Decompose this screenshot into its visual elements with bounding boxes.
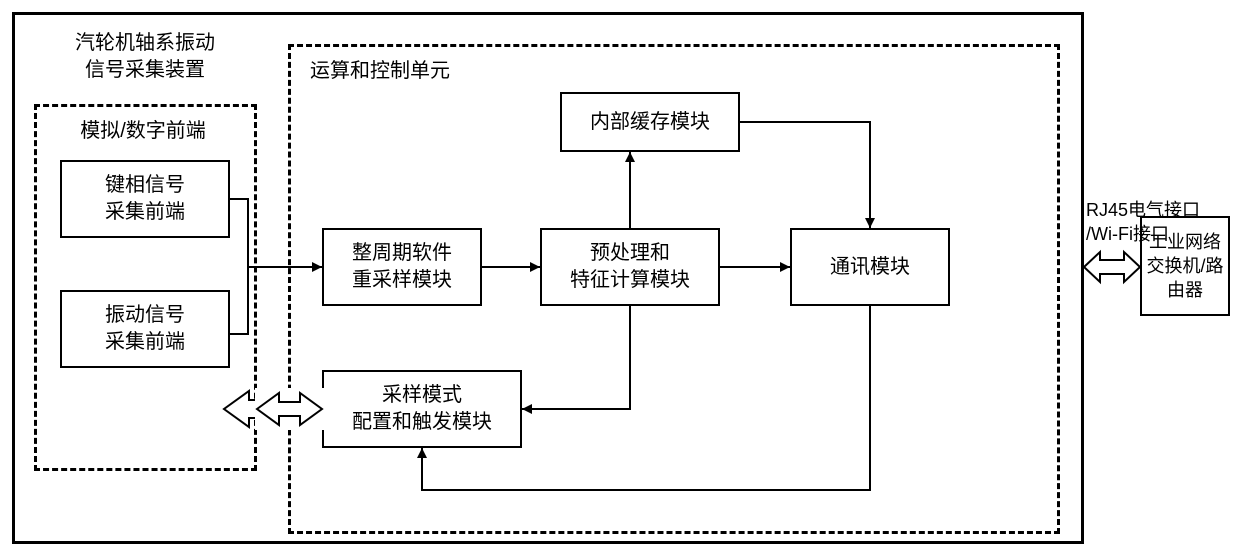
keyphase-l1: 键相信号 bbox=[105, 174, 185, 196]
sampling-l1: 采样模式 bbox=[382, 384, 462, 406]
router-l3: 由器 bbox=[1167, 280, 1203, 300]
rj45-l2: /Wi-Fi接口 bbox=[1086, 224, 1169, 244]
rj45-l1: RJ45电气接口 bbox=[1086, 200, 1200, 220]
sampling-config-node: 采样模式 配置和触发模块 bbox=[322, 370, 522, 448]
comm-label: 通讯模块 bbox=[830, 254, 910, 281]
preprocess-l2: 特征计算模块 bbox=[570, 269, 690, 291]
cache-label: 内部缓存模块 bbox=[590, 109, 710, 136]
resampling-l2: 重采样模块 bbox=[352, 269, 452, 291]
diagram-canvas: 汽轮机轴系振动 信号采集装置 模拟/数字前端 运算和控制单元 键相信号 采集前端… bbox=[0, 0, 1240, 559]
device-title-line1: 汽轮机轴系振动 bbox=[75, 32, 215, 54]
rj45-wifi-label: RJ45电气接口 /Wi-Fi接口 bbox=[1086, 198, 1236, 247]
cache-node: 内部缓存模块 bbox=[560, 92, 740, 152]
device-title: 汽轮机轴系振动 信号采集装置 bbox=[40, 30, 250, 84]
resampling-node: 整周期软件 重采样模块 bbox=[322, 228, 482, 306]
router-l2: 交换机/路 bbox=[1146, 256, 1223, 276]
frontend-title: 模拟/数字前端 bbox=[48, 118, 238, 145]
keyphase-l2: 采集前端 bbox=[105, 201, 185, 223]
control-unit-title: 运算和控制单元 bbox=[310, 58, 490, 85]
vibration-l2: 采集前端 bbox=[105, 331, 185, 353]
sampling-l2: 配置和触发模块 bbox=[352, 411, 492, 433]
keyphase-frontend-node: 键相信号 采集前端 bbox=[60, 160, 230, 238]
vibration-frontend-node: 振动信号 采集前端 bbox=[60, 290, 230, 368]
comm-node: 通讯模块 bbox=[790, 228, 950, 306]
resampling-l1: 整周期软件 bbox=[352, 242, 452, 264]
double-arrow-comm-to-router bbox=[1084, 252, 1140, 282]
vibration-l1: 振动信号 bbox=[105, 304, 185, 326]
device-title-line2: 信号采集装置 bbox=[85, 59, 205, 81]
preprocess-node: 预处理和 特征计算模块 bbox=[540, 228, 720, 306]
preprocess-l1: 预处理和 bbox=[590, 242, 670, 264]
